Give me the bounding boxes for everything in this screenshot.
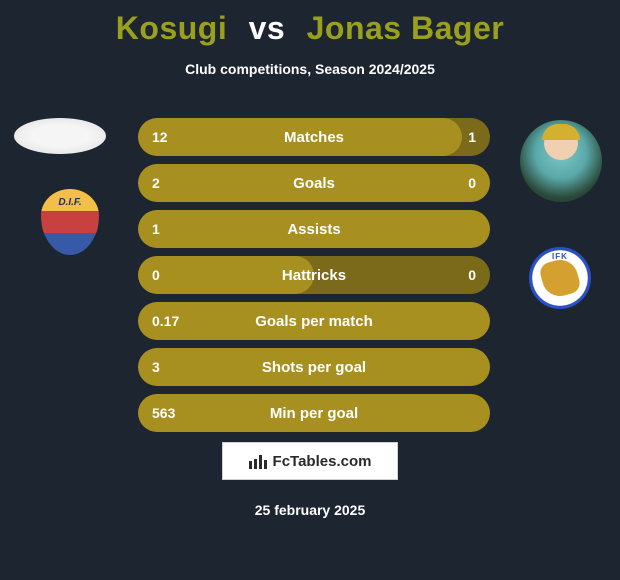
bars-icon xyxy=(249,453,267,469)
club-logo-left: D.I.F. xyxy=(28,180,112,264)
stat-row: 1 Assists xyxy=(138,210,490,248)
stat-value-right: 0 xyxy=(468,175,476,191)
stat-label: Shots per goal xyxy=(262,359,366,376)
club-shield-dif: D.I.F. xyxy=(41,189,99,255)
stat-label: Goals per match xyxy=(255,313,373,330)
stats-area: 12Matches12Goals01Assists0Hattricks00.17… xyxy=(138,118,490,440)
stat-value-right: 0 xyxy=(468,267,476,283)
stat-value-left: 2 xyxy=(152,175,160,191)
stat-label: Hattricks xyxy=(282,267,346,284)
subtitle: Club competitions, Season 2024/2025 xyxy=(0,61,620,77)
page-title: Kosugi vs Jonas Bager xyxy=(0,0,620,47)
stat-row: 0 Hattricks 0 xyxy=(138,256,490,294)
stat-row: 12 Matches 1 xyxy=(138,118,490,156)
stat-row: 3 Shots per goal xyxy=(138,348,490,386)
player2-photo xyxy=(520,120,602,202)
player1-name: Kosugi xyxy=(116,10,227,46)
stat-row: 2 Goals 0 xyxy=(138,164,490,202)
stat-value-left: 0.17 xyxy=(152,313,179,329)
stat-value-left: 1 xyxy=(152,221,160,237)
lion-icon xyxy=(538,256,582,300)
stat-value-left: 563 xyxy=(152,405,175,421)
watermark-text: FcTables.com xyxy=(273,453,372,470)
club-left-label: D.I.F. xyxy=(41,197,99,208)
stat-value-right: 1 xyxy=(468,129,476,145)
stat-label: Min per goal xyxy=(270,405,358,422)
stat-label: Assists xyxy=(287,221,340,238)
stat-value-left: 3 xyxy=(152,359,160,375)
stat-value-left: 12 xyxy=(152,129,168,145)
vs-text: vs xyxy=(249,10,286,46)
player1-photo-placeholder xyxy=(14,118,106,154)
stat-label: Goals xyxy=(293,175,335,192)
stripe-2 xyxy=(41,211,99,233)
watermark[interactable]: FcTables.com xyxy=(222,442,398,480)
club-logo-right: IFK xyxy=(518,236,602,320)
stat-row: 563 Min per goal xyxy=(138,394,490,432)
stat-value-left: 0 xyxy=(152,267,160,283)
stat-label: Matches xyxy=(284,129,344,146)
stat-row: 0.17 Goals per match xyxy=(138,302,490,340)
club-ring-ifk: IFK xyxy=(529,247,591,309)
player2-name: Jonas Bager xyxy=(307,10,505,46)
stripe-3 xyxy=(41,233,99,255)
date-text: 25 february 2025 xyxy=(255,502,366,518)
